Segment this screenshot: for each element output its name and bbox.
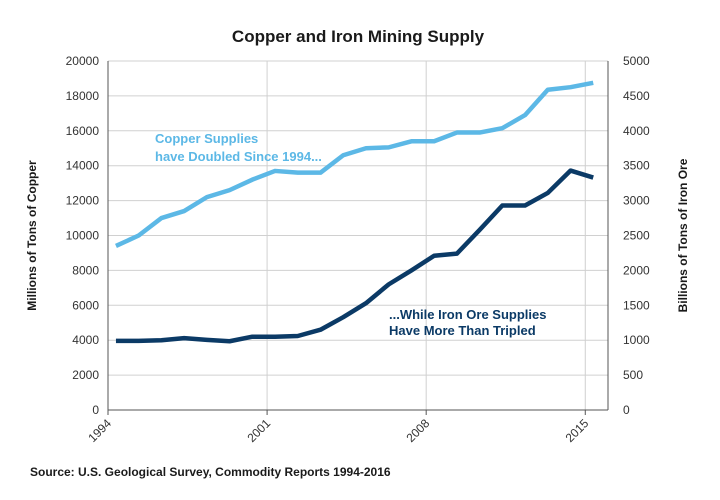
annotation-iron-line-2: Have More Than Tripled (389, 323, 536, 338)
series-line-copper (115, 80, 594, 249)
series-lines (115, 80, 594, 344)
y-left-tick-label-0: 0 (92, 403, 99, 417)
y-left-tick-label-20000: 20000 (66, 54, 100, 68)
x-tick-label-1994: 1994 (85, 416, 114, 445)
y-left-tick-label-18000: 18000 (66, 89, 100, 103)
y-right-tick-label-1000: 1000 (623, 333, 650, 347)
y-left-tick-label-16000: 16000 (66, 124, 100, 138)
y-left-tick-label-10000: 10000 (66, 229, 100, 243)
y-right-tick-label-2000: 2000 (623, 263, 650, 277)
y-left-tick-label-2000: 2000 (72, 368, 99, 382)
axes (107, 61, 609, 415)
x-tick-label-2008: 2008 (404, 416, 433, 445)
source-note: Source: U.S. Geological Survey, Commodit… (30, 465, 391, 479)
gridlines (107, 60, 608, 410)
x-tick-label-2015: 2015 (563, 416, 592, 445)
annotation-copper-line-2: have Doubled Since 1994... (155, 149, 322, 164)
y-right-tick-label-5000: 5000 (623, 54, 650, 68)
y-right-tick-label-1500: 1500 (623, 298, 650, 312)
y-right-tick-label-0: 0 (623, 403, 630, 417)
y-right-tick-label-2500: 2500 (623, 229, 650, 243)
y-right-tick-label-4500: 4500 (623, 89, 650, 103)
y-right-tick-label-4000: 4000 (623, 124, 650, 138)
y-left-tick-label-8000: 8000 (72, 263, 99, 277)
y-left-tick-label-6000: 6000 (72, 298, 99, 312)
y-axis-left-title: Millions of Tons of Copper (25, 160, 39, 311)
y-left-tick-label-4000: 4000 (72, 333, 99, 347)
annotation-copper: Copper Supplies have Doubled Since 1994.… (155, 131, 322, 164)
y-left-tick-label-14000: 14000 (66, 159, 100, 173)
y-right-tick-label-3000: 3000 (623, 194, 650, 208)
chart-title: Copper and Iron Mining Supply (232, 27, 485, 46)
y-left-tick-label-12000: 12000 (66, 194, 100, 208)
tick-labels: 0200040006000800010000120001400016000180… (66, 54, 650, 445)
x-tick-label-2001: 2001 (244, 416, 273, 445)
y-right-tick-label-500: 500 (623, 368, 643, 382)
y-axis-right-title: Billions of Tons of Iron Ore (676, 158, 690, 312)
annotation-iron-ore: ...While Iron Ore Supplies Have More Tha… (389, 307, 546, 338)
annotation-copper-line-1: Copper Supplies (155, 131, 258, 146)
series-line-iron-ore (115, 168, 594, 344)
y-right-tick-label-3500: 3500 (623, 159, 650, 173)
annotation-iron-line-1: ...While Iron Ore Supplies (389, 307, 546, 322)
